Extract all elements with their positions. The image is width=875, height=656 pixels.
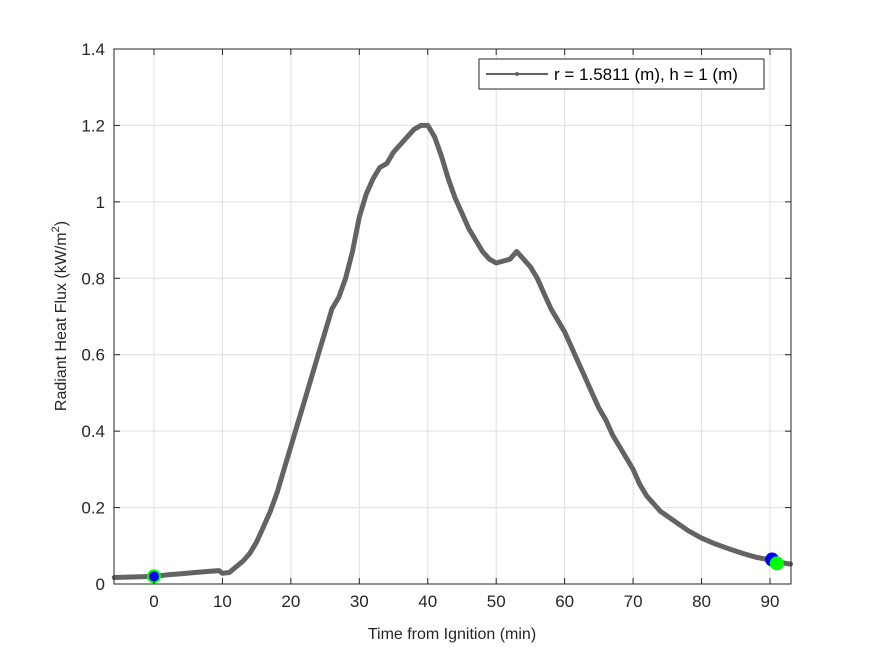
x-tick-label: 50 — [487, 592, 506, 611]
axes-box — [113, 48, 792, 585]
legend-marker-icon — [515, 72, 519, 76]
x-tick-label: 60 — [555, 592, 574, 611]
x-tick-label: 90 — [761, 592, 780, 611]
y-tick-label: 0 — [96, 575, 105, 594]
x-axis-label: Time from Ignition (min) — [368, 626, 536, 643]
plot-area — [114, 49, 791, 584]
y-tick-label: 0.8 — [81, 269, 105, 288]
end-marker-green — [769, 556, 784, 571]
y-tick-label: 0.2 — [81, 499, 105, 518]
y-axis-label: Radiant Heat Flux (kW/m2) — [50, 221, 70, 411]
gridlines — [114, 49, 791, 584]
x-tick-label: 30 — [350, 592, 369, 611]
x-tick-label: 40 — [418, 592, 437, 611]
x-tick-labels: 0 10 20 30 40 50 60 70 80 90 — [149, 592, 779, 611]
x-tick-label: 80 — [692, 592, 711, 611]
x-tick-label: 70 — [624, 592, 643, 611]
x-tick-label: 20 — [281, 592, 300, 611]
x-tick-label: 0 — [149, 592, 158, 611]
y-tick-labels: 0 0.2 0.4 0.6 0.8 1 1.2 1.4 — [81, 40, 105, 594]
data-series — [111, 122, 793, 580]
x-tick-label: 10 — [213, 592, 232, 611]
y-tick-label: 1.2 — [81, 116, 105, 135]
y-tick-label: 1 — [96, 193, 105, 212]
y-tick-label: 0.6 — [81, 346, 105, 365]
legend[interactable]: r = 1.5811 (m), h = 1 (m) — [478, 58, 765, 90]
legend-label: r = 1.5811 (m), h = 1 (m) — [554, 65, 738, 84]
y-tick-label: 1.4 — [81, 40, 105, 59]
series-line — [111, 122, 793, 580]
y-tick-label: 0.4 — [81, 422, 105, 441]
axis-ticks — [114, 48, 791, 585]
